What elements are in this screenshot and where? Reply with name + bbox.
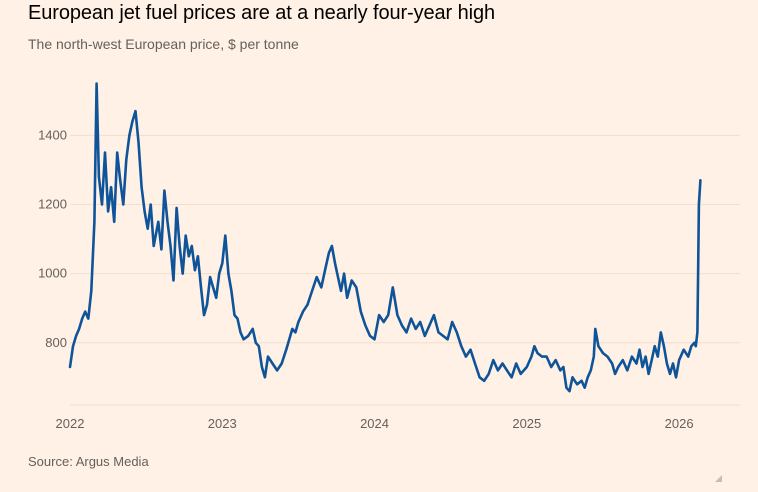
x-tick-label: 2025 (512, 416, 541, 431)
y-tick-label: 1200 (38, 196, 67, 211)
chart-subtitle: The north-west European price, $ per ton… (28, 36, 299, 52)
x-tick-label: 2023 (208, 416, 237, 431)
chart-title: European jet fuel prices are at a nearly… (28, 2, 495, 24)
x-tick-label: 2022 (56, 416, 85, 431)
x-tick-label: 2026 (665, 416, 694, 431)
y-tick-label: 1000 (38, 266, 67, 281)
x-tick-label: 2024 (360, 416, 389, 431)
source-note: Source: Argus Media (28, 454, 149, 469)
y-tick-label: 1400 (38, 127, 67, 142)
resize-handle-icon[interactable] (715, 475, 722, 482)
line-chart: 800 1000 1200 1400 2022 2023 2024 2025 2026 (38, 82, 740, 431)
series-line (68, 82, 702, 393)
y-tick-label: 800 (45, 335, 67, 350)
